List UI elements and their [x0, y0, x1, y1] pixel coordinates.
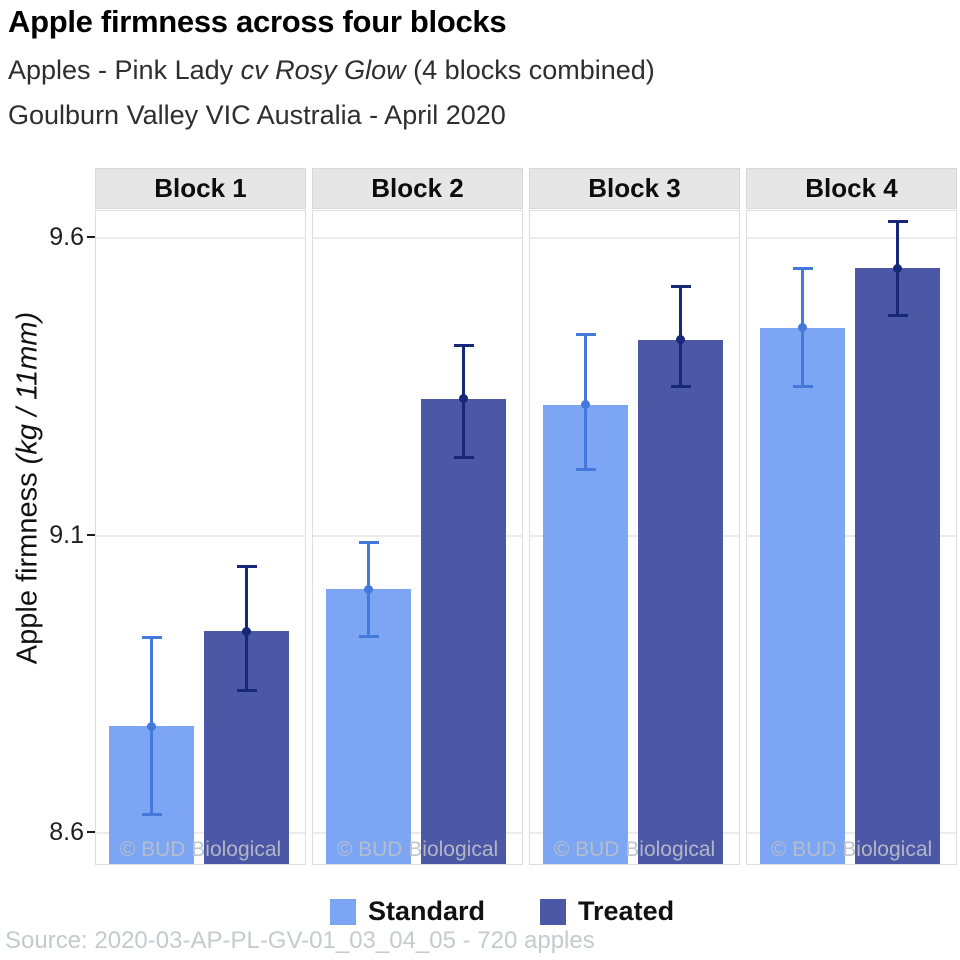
legend-item-standard: Standard [330, 896, 485, 927]
watermark: © BUD Biological [119, 838, 282, 861]
watermark: © BUD Biological [336, 838, 499, 861]
mean-point [676, 335, 685, 344]
mean-point [147, 721, 156, 731]
error-bar-cap-bottom [358, 634, 379, 638]
gridline [313, 832, 522, 835]
standard-bar [760, 327, 845, 864]
source-note: Source: 2020-03-AP-PL-GV-01_03_04_05 - 7… [5, 927, 595, 954]
treated-bar [638, 339, 723, 864]
y-tick-label: 9.6 [49, 223, 84, 252]
gridline [747, 237, 956, 240]
y-axis-title-text: Apple firmness [11, 464, 44, 665]
chart-subtitle-line2: Goulburn Valley VIC Australia - April 20… [8, 100, 506, 130]
legend-item-treated: Treated [540, 896, 674, 927]
mean-point [242, 626, 251, 636]
facet-panel: © BUD Biological [529, 210, 740, 865]
mean-point [798, 323, 807, 333]
y-tick-label: 9.1 [49, 520, 84, 549]
error-bar-cap-bottom [670, 385, 691, 389]
facet-panel: © BUD Biological [746, 210, 957, 865]
error-bar-cap-bottom [792, 385, 813, 389]
error-bar-cap-bottom [236, 688, 257, 692]
error-bar-cap-top [453, 344, 474, 348]
treated-bar [855, 268, 940, 864]
mean-point [581, 400, 590, 410]
error-bar-cap-top [236, 564, 257, 568]
error-bar-cap-top [670, 284, 691, 288]
facet-panel: © BUD Biological [95, 210, 306, 865]
y-axis-title-units: (kg / 11mm) [11, 311, 44, 465]
legend-label-treated: Treated [578, 896, 675, 926]
error-bar-cap-bottom [453, 456, 474, 460]
subtitle1-suffix: (4 blocks combined) [405, 55, 655, 85]
legend: Standard Treated [330, 896, 674, 927]
y-tick-label: 8.6 [49, 818, 84, 847]
subtitle1-cultivar: cv Rosy Glow [240, 55, 406, 85]
subtitle1-prefix: Apples - Pink Lady [8, 55, 241, 85]
chart-subtitle-line1: Apples - Pink Lady cv Rosy Glow (4 block… [8, 55, 655, 86]
standard-bar [543, 404, 628, 864]
watermark: © BUD Biological [553, 838, 716, 861]
watermark: © BUD Biological [770, 838, 933, 861]
chart-title: Apple firmness across four blocks [8, 4, 507, 39]
y-tick-mark [87, 236, 95, 239]
legend-label-standard: Standard [368, 896, 486, 926]
facet-strip: Block 3 [529, 168, 740, 209]
y-tick-mark [87, 831, 95, 834]
facet-strip: Block 4 [746, 168, 957, 209]
standard-swatch [330, 898, 356, 925]
gridline [96, 534, 305, 537]
gridline [313, 237, 522, 240]
gridline [313, 534, 522, 537]
gridline [747, 832, 956, 835]
gridline [530, 237, 739, 240]
error-bar-cap-top [575, 332, 596, 336]
mean-point [893, 263, 902, 273]
gridline [96, 832, 305, 835]
error-bar-cap-top [792, 267, 813, 271]
gridline [530, 534, 739, 537]
error-bar-cap-top [887, 219, 908, 223]
gridline [96, 237, 305, 240]
gridline [747, 534, 956, 537]
y-tick-mark [87, 533, 95, 536]
facet-strip: Block 1 [95, 168, 306, 209]
mean-point [459, 394, 468, 404]
treated-bar [421, 398, 506, 864]
y-axis-title: Apple firmness (kg / 11mm) [12, 312, 45, 664]
mean-point [364, 584, 373, 594]
error-bar-cap-bottom [887, 313, 908, 317]
facet-panel: © BUD Biological [312, 210, 523, 865]
facet-strip: Block 2 [312, 168, 523, 209]
treated-swatch [540, 898, 567, 925]
gridline [530, 832, 739, 835]
error-bar-cap-bottom [141, 813, 162, 817]
error-bar-cap-top [358, 540, 379, 544]
error-bar-cap-top [141, 635, 162, 639]
error-bar-cap-bottom [575, 468, 596, 472]
